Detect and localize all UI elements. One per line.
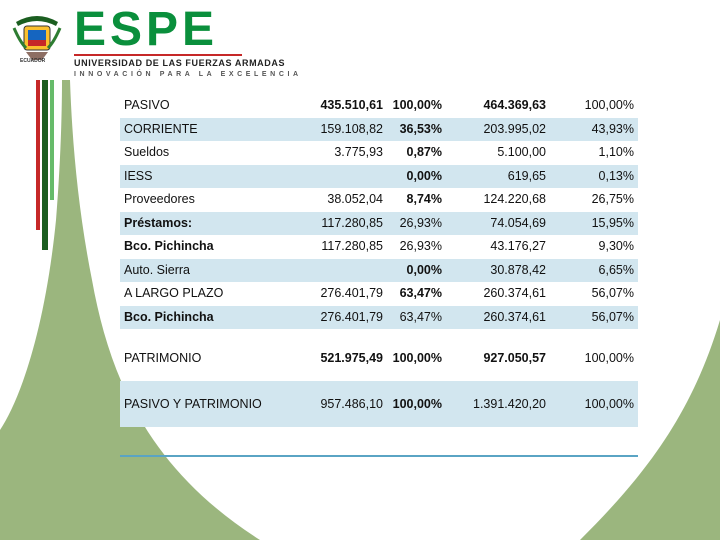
brand-name: ESPE [74,3,219,56]
percent-year1: 0,87% [406,145,442,159]
percent-year1: 26,93% [399,239,442,253]
percent-year1: 100,00% [392,397,442,411]
value-year1: 3.775,93 [334,145,383,159]
value-year1: 276.401,79 [320,286,383,300]
percent-year2: 43,93% [591,121,634,136]
percent-year2: 1,10% [598,145,634,159]
percent-year2: 56,07% [591,286,634,300]
table-row: Bco. Pichincha 276.401,79 63,47% 260.374,61… [120,305,638,329]
row-label: PATRIMONIO [124,351,202,365]
percent-year1: 0,00% [406,168,442,183]
value-year2: 43.176,27 [490,239,546,253]
value-year1: 435.510,61 [320,98,383,112]
value-year2: 30.878,42 [490,262,546,277]
percent-year2: 56,07% [591,309,634,324]
brand-university-name: UNIVERSIDAD DE LAS FUERZAS ARMADAS [74,58,286,68]
table-row: A LARGO PLAZO 276.401,79 63,47% 260.374,61 5… [120,282,638,306]
percent-year1: 63,47% [399,309,442,324]
value-year1: 276.401,79 [320,309,383,324]
row-label: CORRIENTE [124,121,198,136]
value-year1: 521.975,49 [320,351,383,365]
brand-slogan: INNOVACIÓN PARA LA EXCELENCIA [74,71,302,78]
value-year2: 619,65 [507,168,546,183]
table-row: Préstamos: 117.280,85 26,93% 74.054,69 15,95… [120,211,638,235]
percent-year2: 6,65% [598,262,634,277]
percent-year2: 100,00% [584,351,634,365]
value-year2: 260.374,61 [483,286,546,300]
row-label: PASIVO [124,98,170,112]
value-year2: 5.100,00 [497,145,546,159]
table-bottom-rule [120,455,638,457]
row-label: Sueldos [124,145,170,159]
percent-year2: 0,13% [598,168,634,183]
brand-logo: ESPE UNIVERSIDAD DE LAS FUERZAS ARMADAS … [74,3,302,78]
percent-year2: 100,00% [584,98,634,112]
row-label: Bco. Pichincha [124,309,214,324]
value-year2: 927.050,57 [483,351,546,365]
percent-year1: 100,00% [392,351,442,365]
table-row: Sueldos 3.775,93 0,87% 5.100,00 1,10% [120,141,638,165]
table-row: CORRIENTE 159.108,82 36,53% 203.995,02 43,93… [120,117,638,141]
table-row: PASIVO 435.510,61 100,00% 464.369,63 100,00% [120,94,638,118]
crest-label: ECUADOR [20,58,46,64]
value-year2: 124.220,68 [483,192,546,206]
value-year1: 38.052,04 [327,192,383,206]
row-label: PASIVO Y PATRIMONIO [124,397,262,411]
header: ECUADOR ESPE UNIVERSIDAD DE LAS FUERZAS … [0,0,720,80]
percent-year1: 0,00% [406,262,442,277]
row-label: Préstamos: [124,215,193,230]
value-year2: 74.054,69 [490,215,546,230]
table-row: PATRIMONIO 521.975,49 100,00% 927.050,57 100… [120,335,638,381]
percent-year1: 8,74% [406,192,442,206]
value-year2: 260.374,61 [483,309,546,324]
percent-year1: 63,47% [399,286,442,300]
value-year2: 464.369,63 [483,98,546,112]
university-crest-icon [12,16,62,60]
table-row: Auto. Sierra 0,00% 30.878,42 6,65% [120,258,638,282]
percent-year2: 100,00% [584,397,634,411]
table-row: Bco. Pichincha 117.280,85 26,93% 43.176,27 9… [120,235,638,259]
value-year1: 117.280,85 [321,215,383,230]
table-row: IESS 0,00% 619,65 0,13% [120,164,638,188]
percent-year2: 26,75% [591,192,634,206]
row-label: Auto. Sierra [124,262,191,277]
row-label: A LARGO PLAZO [124,286,224,300]
row-label: IESS [124,168,153,183]
value-year2: 203.995,02 [483,121,546,136]
value-year1: 117.280,85 [321,239,383,253]
row-label: Proveedores [124,192,195,206]
percent-year2: 15,95% [591,215,634,230]
percent-year2: 9,30% [598,239,634,253]
value-year2: 1.391.420,20 [473,397,546,411]
value-year1: 159.108,82 [320,121,383,136]
percent-year1: 100,00% [392,98,442,112]
percent-year1: 26,93% [399,215,442,230]
percent-year1: 36,53% [399,121,442,136]
table-row: PASIVO Y PATRIMONIO 957.486,10 100,00% 1.39… [120,381,638,427]
brand-rule [74,54,242,56]
balance-table: PASIVO 435.510,61 100,00% 464.369,63 100,00%… [120,94,638,427]
value-year1: 957.486,10 [320,397,383,411]
table-row: Proveedores 38.052,04 8,74% 124.220,68 26,75… [120,188,638,212]
row-label: Bco. Pichincha [124,239,214,253]
